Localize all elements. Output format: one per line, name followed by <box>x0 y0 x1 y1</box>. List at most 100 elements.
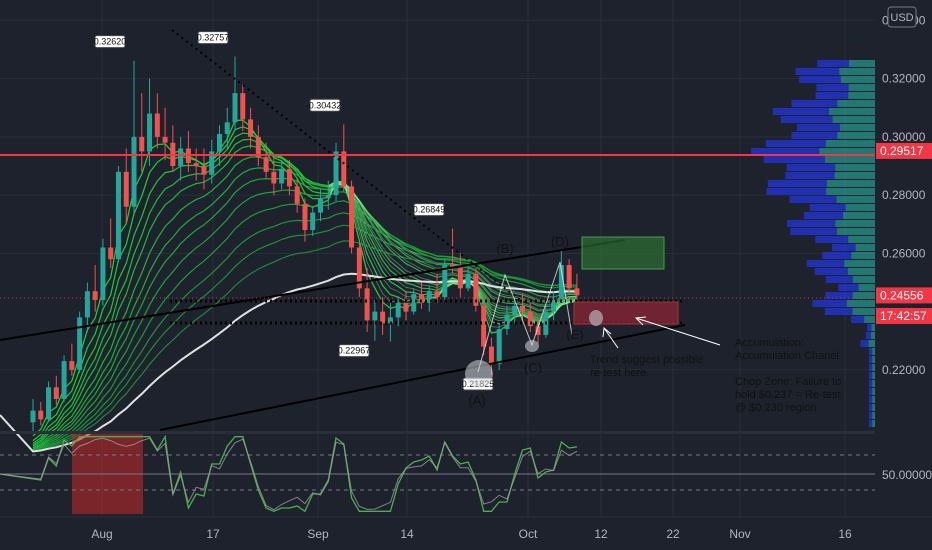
volume-bar-sell-33 <box>867 324 872 331</box>
volume-bar-sell-21 <box>790 228 837 235</box>
annotation-arrows <box>602 316 721 349</box>
target-zone[interactable] <box>581 236 665 270</box>
currency-button[interactable]: USD <box>887 6 917 28</box>
candle-body-70 <box>574 288 580 296</box>
markers <box>465 310 603 388</box>
volume-bar-buy-10 <box>825 140 875 147</box>
volume-bar-buy-43 <box>872 404 875 411</box>
volume-bar-sell-39 <box>869 372 873 379</box>
volume-bar-sell-36 <box>869 348 873 355</box>
volume-bar-sell-30 <box>812 300 847 307</box>
time-tick-5: 12 <box>594 527 608 541</box>
volume-bar-buy-19 <box>843 212 875 219</box>
price-tick-5: 0.22000 <box>882 363 926 377</box>
wave-label-a: (A) <box>468 393 485 408</box>
volume-bar-buy-5 <box>837 100 875 107</box>
volume-bar-sell-42 <box>869 396 873 403</box>
time-tick-8: 16 <box>838 527 852 541</box>
volume-bar-buy-8 <box>839 124 875 131</box>
volume-bar-buy-17 <box>836 196 875 203</box>
candle-body-14 <box>139 136 145 152</box>
annotation-accumulation-1: Accumulation: <box>735 337 804 349</box>
volume-bar-buy-13 <box>835 164 875 171</box>
time-axis[interactable]: Aug 17 Sep 14 Oct 12 22 Nov 16 <box>0 516 932 550</box>
candle-body-22 <box>201 165 207 175</box>
volume-bar-sell-38 <box>869 364 873 371</box>
volume-bar-sell-9 <box>791 132 838 139</box>
green-ema-5 <box>32 156 577 448</box>
annotation-accumulation-2: Accumulation Chanel <box>735 350 839 362</box>
candle-body-11 <box>115 171 121 260</box>
volume-bar-sell-17 <box>789 196 837 203</box>
candle-body-43 <box>364 288 370 321</box>
candle-body-5 <box>69 361 75 370</box>
time-tick-0: Aug <box>91 527 112 541</box>
candle-body-37 <box>317 198 323 213</box>
volume-bar-sell-3 <box>816 84 849 91</box>
volume-bar-buy-24 <box>851 252 875 259</box>
candle-body-63 <box>520 305 526 312</box>
peak-label-box-3 <box>413 203 445 217</box>
volume-bar-buy-31 <box>852 308 875 315</box>
currency-button-box[interactable] <box>887 6 917 28</box>
candle-body-50 <box>419 294 424 303</box>
candle-body-41 <box>349 186 355 248</box>
annotation-chop-2: hold $0.237 = Re-test <box>735 389 841 401</box>
volume-bar-sell-6 <box>772 108 830 115</box>
volume-bar-sell-31 <box>824 308 853 315</box>
peak-label-3: 0.26849 <box>413 205 446 215</box>
volume-bar-sell-24 <box>822 252 852 259</box>
volume-bar-sell-7 <box>780 116 833 123</box>
candle-body-52 <box>434 291 440 298</box>
wave-label-c: (C) <box>524 360 542 375</box>
arrow-accumulation-head <box>634 316 647 326</box>
peak-label-box-1 <box>197 31 229 45</box>
green-ema-7 <box>32 177 577 450</box>
pane-separator[interactable] <box>0 431 875 434</box>
price-badge-0: 0.29517 <box>880 144 924 158</box>
candles <box>30 56 580 431</box>
price-axis-background <box>875 0 932 517</box>
volume-bar-buy-15 <box>826 180 875 187</box>
volume-bar-buy-28 <box>858 284 875 291</box>
candle-body-1 <box>38 410 44 420</box>
candle-body-64 <box>527 311 533 327</box>
candle-body-29 <box>255 136 261 158</box>
channel-upper-line[interactable] <box>0 239 626 341</box>
volume-bar-buy-12 <box>824 156 875 163</box>
volume-bar-buy-18 <box>845 204 875 211</box>
candle-body-53 <box>442 265 448 298</box>
volume-bar-buy-0 <box>849 60 875 67</box>
price-tick-4: 0.26000 <box>882 246 926 260</box>
currency-button-label[interactable]: USD <box>890 12 913 24</box>
volume-bar-sell-1 <box>795 68 840 75</box>
oscillator-axis-label: 50.00000 <box>882 468 932 482</box>
volume-bar-sell-45 <box>869 420 873 427</box>
candle-body-35 <box>302 203 308 231</box>
descending-dotted-line[interactable] <box>171 29 521 301</box>
volume-bar-sell-27 <box>825 276 853 283</box>
volume-bar-buy-14 <box>834 172 875 179</box>
candle-body-12 <box>123 171 129 207</box>
candle-body-67 <box>551 299 557 312</box>
volume-bar-sell-28 <box>838 284 859 291</box>
candle-body-9 <box>100 247 106 300</box>
candle-body-15 <box>147 113 153 152</box>
price-badge-2: 17:42:57 <box>880 309 927 323</box>
candle-body-33 <box>286 168 292 187</box>
time-axis-background <box>0 517 932 550</box>
price-axis[interactable]: 0.340000.320000.300000.280000.260000.220… <box>875 0 932 517</box>
candle-body-34 <box>294 186 300 204</box>
channel-lower-line[interactable] <box>159 324 686 431</box>
volume-bar-sell-43 <box>869 404 873 411</box>
volume-bar-buy-3 <box>848 84 875 91</box>
candle-body-65 <box>535 326 541 335</box>
annotation-retest-2: re-test here. <box>590 367 649 379</box>
candle-body-24 <box>216 133 222 152</box>
white-ema-1 <box>327 184 577 323</box>
peak-label-4: 0.22967 <box>338 346 371 356</box>
peak-label-box-4 <box>338 344 370 358</box>
volume-bar-sell-11 <box>751 148 820 155</box>
candle-body-49 <box>411 294 417 312</box>
